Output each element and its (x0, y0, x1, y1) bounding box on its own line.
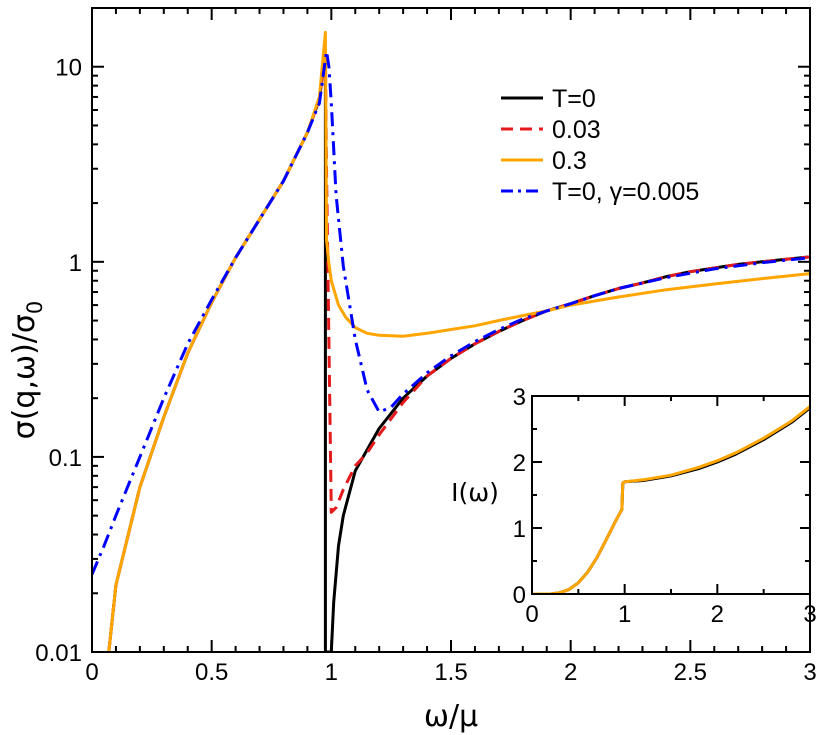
inset-y-tick-label: 3 (513, 384, 526, 411)
y-tick-label: 0.01 (35, 640, 82, 667)
inset-axes: 0 1 2 3 0 1 2 3 (513, 384, 817, 628)
x-tick-label: 2.5 (674, 659, 707, 686)
y-axis-label-main: σ(q,ω)/σ (7, 314, 42, 439)
inset-x-tick-label: 1 (618, 601, 631, 628)
y-tick-label: 10 (55, 55, 82, 82)
x-tick-label: 2 (564, 659, 577, 686)
legend: T=0 0.03 0.3 T=0, γ=0.005 (501, 85, 699, 206)
x-tick-label: 0.5 (195, 659, 228, 686)
inset-series-group (532, 405, 810, 594)
inset-y-tick-label: 0 (513, 582, 526, 609)
x-tick-label: 3 (803, 659, 816, 686)
legend-label-3: T=0, γ=0.005 (552, 178, 699, 206)
main-series-group (92, 30, 810, 652)
x-tick-label: 0 (85, 659, 98, 686)
inset-y-axis-label: I(ω) (451, 478, 499, 507)
y-tick-label: 0.1 (49, 445, 82, 472)
x-axis-label: ω/μ (424, 699, 478, 734)
inset-x-tick-label: 2 (711, 601, 724, 628)
y-axis-label-subscript: 0 (23, 301, 47, 314)
inset-y-tick-label: 1 (513, 516, 526, 543)
inset-background (505, 396, 809, 594)
y-tick-label: 1 (69, 250, 82, 277)
inset-series-line-1 (532, 405, 810, 594)
inset-plot: 0 1 2 3 0 1 2 3 I(ω) (451, 384, 817, 628)
series-line-1 (107, 49, 810, 652)
x-tick-label: 1 (325, 659, 338, 686)
legend-label-0: T=0 (552, 85, 596, 113)
inset-x-tick-label: 3 (803, 601, 816, 628)
inset-y-tick-label: 2 (513, 450, 526, 477)
x-tick-label: 1.5 (434, 659, 467, 686)
series-line-2 (107, 30, 810, 652)
inset-x-tick-label: 0 (525, 601, 538, 628)
legend-label-1: 0.03 (552, 116, 601, 144)
legend-label-2: 0.3 (552, 147, 587, 175)
y-axis-label: σ(q,ω)/σ0 (7, 301, 47, 440)
series-line-3 (92, 49, 810, 575)
